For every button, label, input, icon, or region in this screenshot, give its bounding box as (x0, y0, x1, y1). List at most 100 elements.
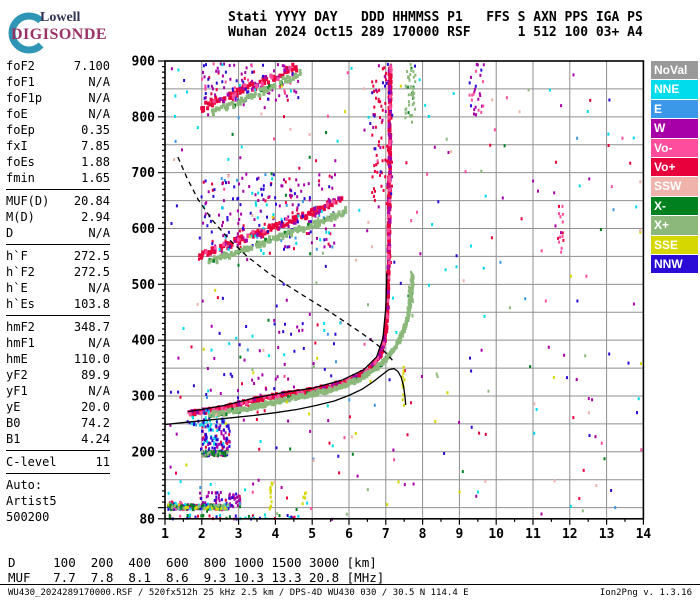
parameter-group: C-level 11 (6, 450, 110, 474)
parameter-label: Auto: (6, 478, 43, 492)
ionogram-plot: 1 2 3 4 5 6 7 8 9 10 11 12 13 14900800700600500400300… (132, 55, 652, 542)
parameter-row-fmin: fmin 1.65 (6, 170, 110, 186)
parameter-label: h`Es (6, 297, 35, 311)
parameter-row-he: h`E N/A (6, 280, 110, 296)
x-axis-label: 6 (345, 527, 353, 542)
x-axis-label: 1 (161, 527, 169, 542)
parameter-value: N/A (88, 75, 110, 89)
status-file-info: WU430_2024289170000.RSF / 520fx512h 25 k… (8, 588, 469, 598)
parameter-group: h`F 272.5 h`F2 272.5 h`E N/A h`Es 103.8 (6, 244, 110, 312)
parameter-row-fxi: fxI 7.85 (6, 138, 110, 154)
parameter-value: 272.5 (73, 249, 110, 263)
legend-item-x: X- (651, 196, 698, 216)
parameter-row-foep: foEp 0.35 (6, 122, 110, 138)
echo-speckle-layer (173, 87, 642, 488)
parameter-label: fmin (6, 171, 35, 185)
parameter-value: 2.94 (81, 210, 110, 224)
parameter-row-b1: B1 4.24 (6, 431, 110, 447)
echo-direction-legend: NoVal NNE E W Vo- Vo+ SSW X- X+ SSE NNW (651, 61, 698, 274)
parameter-label: h`F2 (6, 265, 35, 279)
parameter-group: Auto: Artist5 500200 (6, 477, 110, 525)
parameter-value: N/A (88, 384, 110, 398)
parameter-value: N/A (88, 91, 110, 105)
parameter-row-hes: h`Es 103.8 (6, 296, 110, 312)
parameter-value: N/A (88, 281, 110, 295)
plot-border (164, 60, 645, 520)
parameter-row-auto: Auto: (6, 477, 110, 493)
legend-item-e: E (651, 99, 698, 119)
parameter-value: 103.8 (73, 297, 110, 311)
parameter-row-clevel: C-level 11 (6, 454, 110, 470)
parameter-row-yf1: yF1 N/A (6, 383, 110, 399)
parameter-label: 500200 (6, 510, 50, 524)
parameter-row-ye: yE 20.0 (6, 399, 110, 415)
logo-lowell-text: Lowell (40, 10, 81, 25)
x-axis-label: 9 (455, 527, 463, 542)
y-axis-label: 300 (132, 389, 156, 404)
parameter-row-b0: B0 74.2 (6, 415, 110, 431)
parameter-group: foF2 7.100 foF1 N/A foF1p N/A foE N/A foEp 0.35 fx… (6, 58, 110, 186)
parameter-label: foEp (6, 123, 35, 137)
parameter-label: h`E (6, 281, 28, 295)
lowell-digisonde-logo: Lowell DIGISONDE (4, 4, 154, 54)
parameter-row-foe: foE N/A (6, 106, 110, 122)
parameter-label: foE (6, 107, 28, 121)
parameter-row-500200: 500200 (6, 509, 110, 525)
y-axis-label: 800 (132, 110, 156, 125)
parameter-value: 89.9 (81, 368, 110, 382)
parameter-label: C-level (6, 455, 57, 469)
parameter-row-fof2: foF2 7.100 (6, 58, 110, 74)
legend-item-sse: SSE (651, 235, 698, 254)
o-trace-fit-line (187, 273, 388, 413)
parameter-panel: foF2 7.100 foF1 N/A foF1p N/A foE N/A foEp 0.35 fx… (6, 58, 110, 528)
legend-item-vo: Vo- (651, 138, 698, 157)
parameter-row-d: D N/A (6, 225, 110, 241)
status-bar: WU430_2024289170000.RSF / 520fx512h 25 k… (0, 584, 700, 598)
parameter-row-hmf2: hmF2 348.7 (6, 319, 110, 335)
parameter-label: foF1p (6, 91, 43, 105)
parameter-label: fxI (6, 139, 28, 153)
parameter-row-artist5: Artist5 (6, 493, 110, 509)
parameter-label: B1 (6, 432, 21, 446)
x-axis-label: 4 (271, 527, 279, 542)
parameter-row-fof1p: foF1p N/A (6, 90, 110, 106)
parameter-label: B0 (6, 416, 21, 430)
parameter-row-md: M(D) 2.94 (6, 209, 110, 225)
parameter-label: yF2 (6, 368, 28, 382)
legend-item-nnw: NNW (651, 254, 698, 274)
legend-item-nne: NNE (651, 80, 698, 99)
muf-table-muf-row: MUF 7.7 7.8 8.1 8.6 9.3 10.3 13.3 20.8 [… (8, 569, 385, 585)
true-height-profile (164, 367, 407, 426)
legend-item-w: W (651, 119, 698, 138)
y-axis-label: 700 (132, 166, 156, 181)
y-axis-label: 200 (132, 445, 156, 460)
x-axis-label: 13 (599, 527, 615, 542)
parameter-row-fof1: foF1 N/A (6, 74, 110, 90)
measurement-header: Stati YYYY DAY DDD HHMMSS P1 FFS S AXN P… (228, 10, 643, 40)
parameter-value: 110.0 (73, 352, 110, 366)
echo-speckle-layer (174, 64, 617, 510)
parameter-value: 7.100 (73, 59, 110, 73)
x-axis-label: 2 (198, 527, 206, 542)
header-field-values: Wuhan 2024 Oct15 289 170000 RSF 1 512 10… (228, 25, 643, 40)
parameter-label: yF1 (6, 384, 28, 398)
parameter-value: 1.65 (81, 171, 110, 185)
parameter-value: 272.5 (73, 265, 110, 279)
parameter-value: 1.88 (81, 155, 110, 169)
parameter-label: yE (6, 400, 21, 414)
parameter-label: Artist5 (6, 494, 57, 508)
x-axis-label: 10 (488, 527, 504, 542)
parameter-value: 11 (95, 455, 110, 469)
parameter-group: hmF2 348.7 hmF1 N/A hmE 110.0 yF2 89.9 yF1 N/A yE 2… (6, 315, 110, 447)
x-axis-label: 12 (562, 527, 578, 542)
x-axis-label: 7 (382, 527, 390, 542)
parameter-value: N/A (88, 107, 110, 121)
x-axis-label: 11 (525, 527, 541, 542)
y-axis-label: 500 (132, 278, 156, 293)
parameter-row-mufd: MUF(D) 20.84 (6, 193, 110, 209)
parameter-value: 7.85 (81, 139, 110, 153)
parameter-label: hmF1 (6, 336, 35, 350)
parameter-value: 20.0 (81, 400, 110, 414)
parameter-value: 4.24 (81, 432, 110, 446)
